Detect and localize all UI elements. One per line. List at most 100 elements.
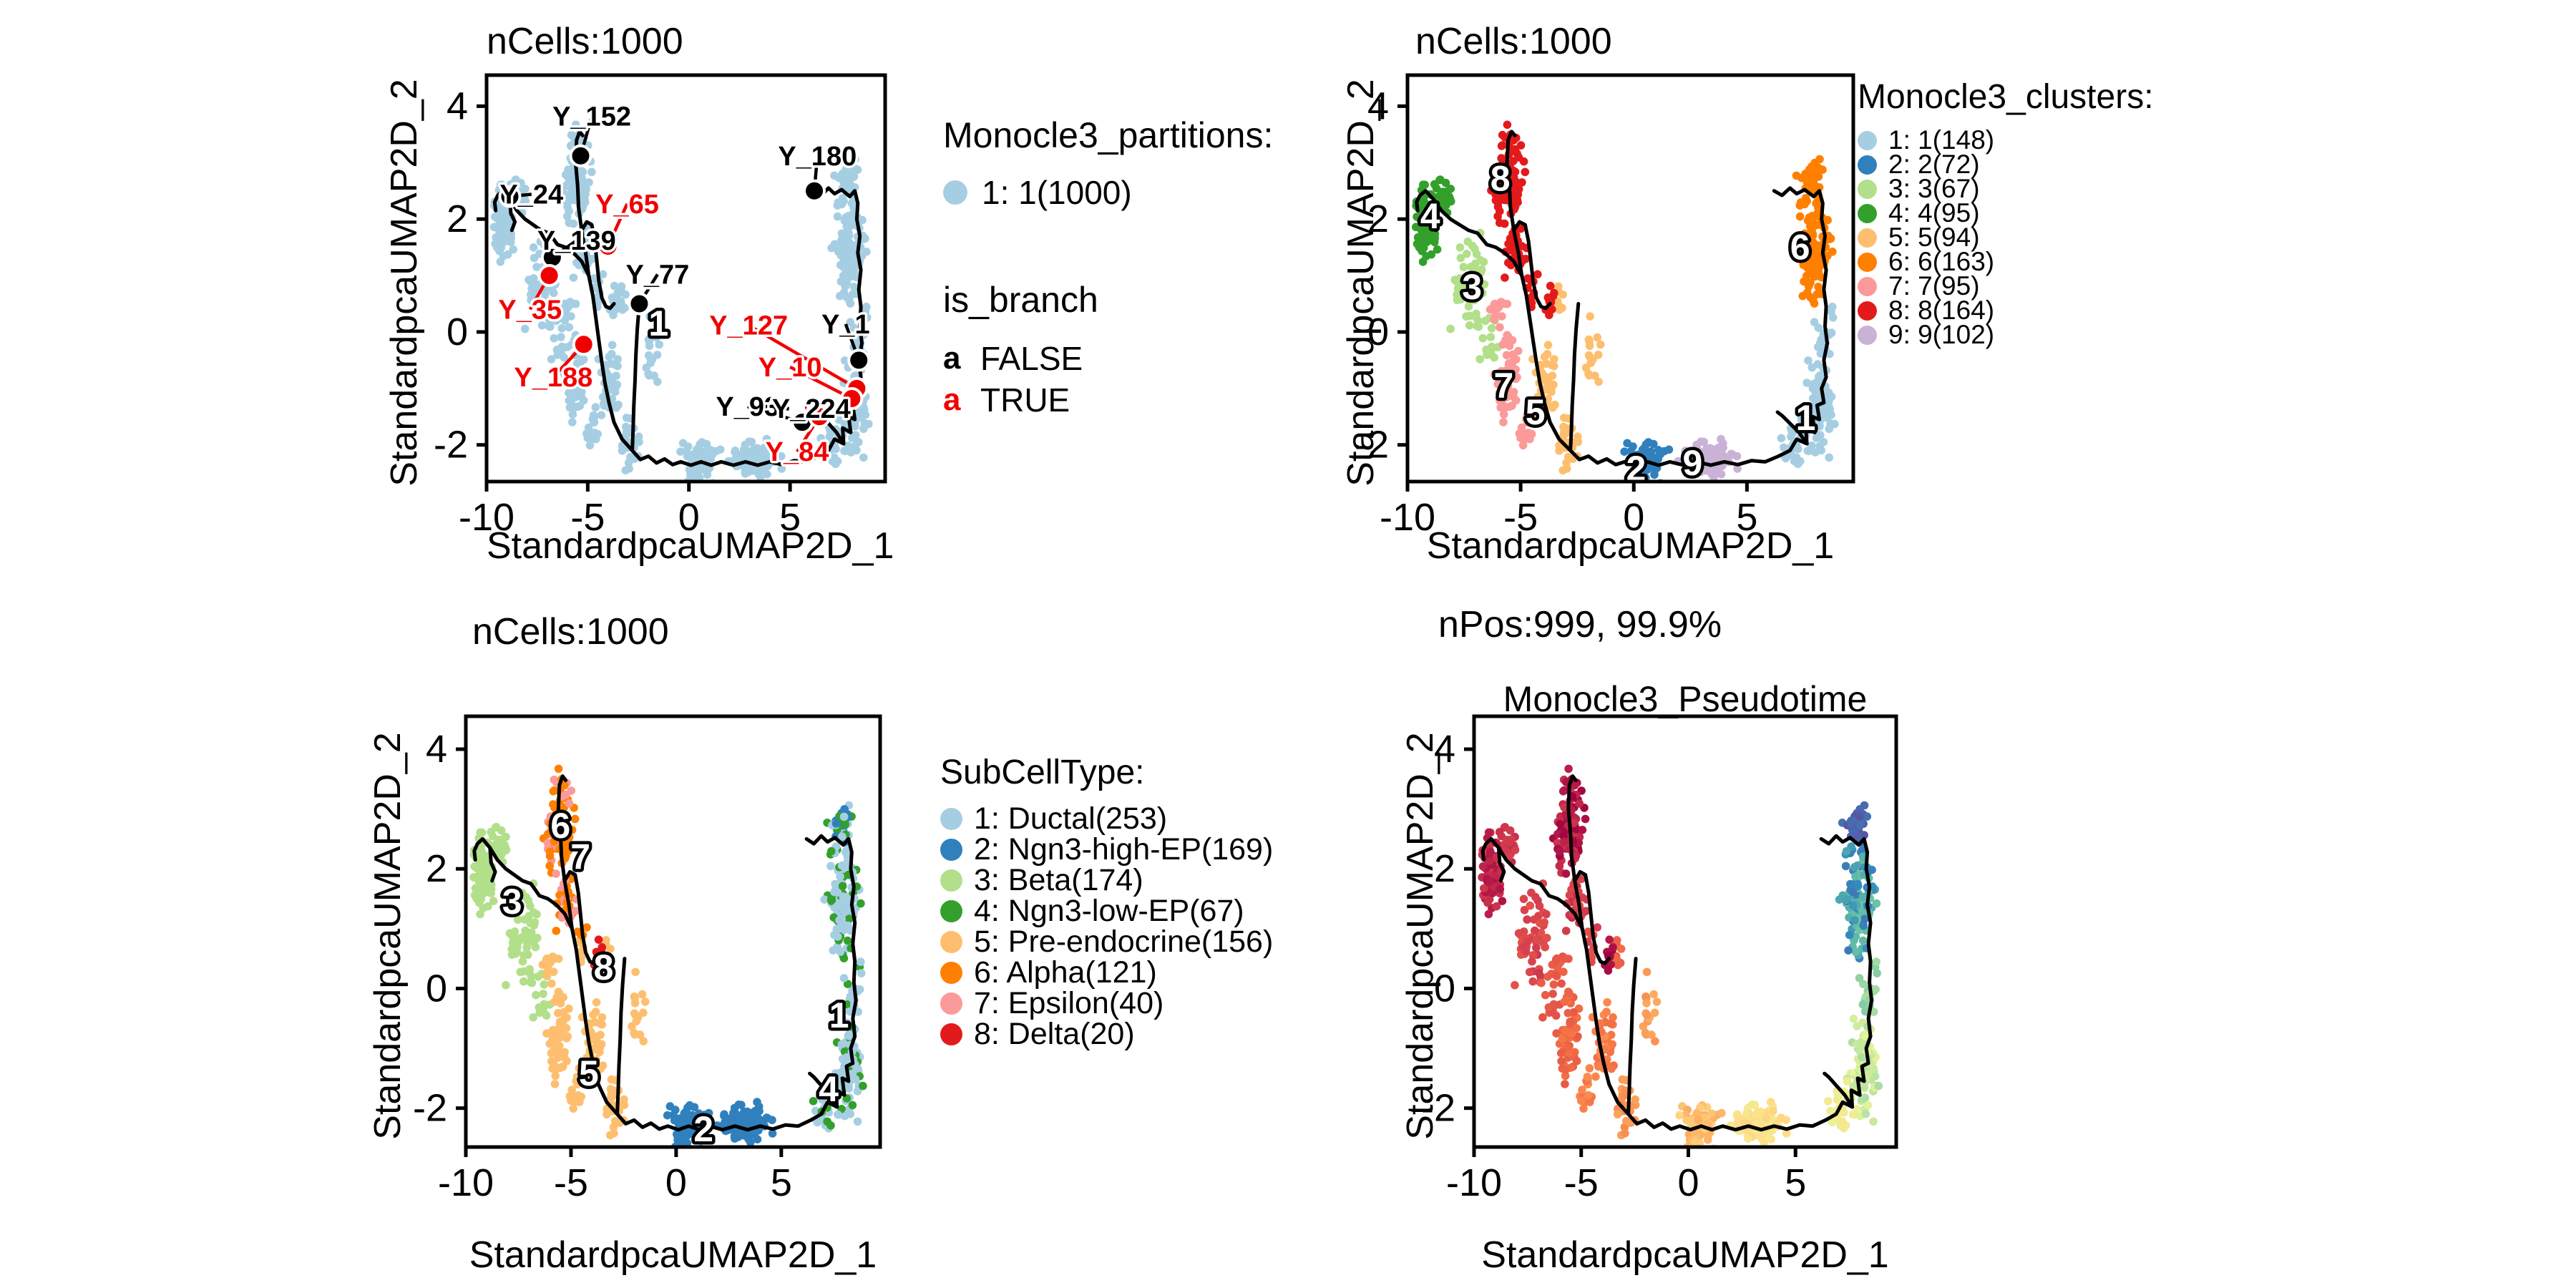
branch-node-dot-Y_24 — [498, 185, 522, 208]
leg-clusters-item-5: 5: 5(94) — [1858, 223, 2154, 252]
branch-node-dot-Y_65 — [596, 235, 620, 258]
legend-label: 1: Ductal(253) — [974, 801, 1168, 836]
legend-label: FALSE — [980, 340, 1083, 377]
xaxis-title-clusters: StandardpcaUMAP2D_1 — [1426, 525, 1835, 567]
partitions-trajectory-curve — [492, 130, 864, 467]
branch-node-dot-Y_152 — [569, 144, 592, 167]
branch-node-dot-Y_35 — [537, 264, 561, 288]
leg-subcell-item-3: 3: Beta(174) — [940, 863, 1273, 897]
svg-text:3: 3 — [1462, 267, 1482, 307]
leg-subcell-item-8: 8: Delta(20) — [940, 1017, 1273, 1051]
svg-text:1: 1 — [1796, 398, 1816, 438]
panel-pseudotime-title: Monocle3_Pseudotime — [1503, 679, 1868, 719]
legend-color-dot-icon — [1858, 228, 1877, 248]
panel-partitions: Y_152 Y_24 Y_139 Y_77 Y_180 Y_1 Y_93Y_224 Y_65 Y… — [434, 73, 887, 539]
svg-text:2: 2 — [693, 1109, 713, 1149]
branch-node-annotations: Y_152 Y_24 Y_139 Y_77 Y_180 Y_1 Y_93Y_224 Y_65 Y… — [496, 99, 872, 470]
svg-text:-5: -5 — [1503, 496, 1538, 539]
svg-text:4: 4 — [426, 728, 447, 771]
legend-color-dot-icon — [940, 900, 962, 922]
pseudotime-scatter-points — [1478, 764, 1883, 1148]
svg-text:-5: -5 — [570, 496, 605, 539]
pseudotime-plot-border — [1472, 714, 1898, 1149]
svg-text:2: 2 — [1367, 197, 1389, 240]
leg-clusters-item-9: 9: 9(102) — [1858, 320, 2154, 349]
branch-node-dot-Y_10 — [840, 387, 864, 411]
legend-label: 4: 4(95) — [1888, 198, 1980, 228]
branch-node-label-Y_224: Y_224 — [772, 394, 851, 424]
svg-text:3: 3 — [502, 882, 522, 922]
legend-color-dot-icon — [940, 808, 962, 830]
leg-subcell-item-6: 6: Alpha(121) — [940, 955, 1273, 990]
legend-label: 7: Epsilon(40) — [974, 986, 1164, 1020]
panel-pseudotime: -10 -5 0 5 4 2 0 -2 — [1421, 714, 1898, 1204]
legend-subcelltype: SubCellType: 1: Ductal(253) 2: Ngn3-high-… — [940, 753, 1273, 1051]
svg-text:-2: -2 — [1421, 1087, 1455, 1130]
legend-label: 3: Beta(174) — [974, 863, 1143, 897]
panel-clusters-title: nCells:1000 — [1415, 21, 1612, 62]
legend-label: 3: 3(67) — [1888, 174, 1980, 203]
leg-clusters-item-4: 4: 4(95) — [1858, 198, 2154, 228]
branch-node-label-Y_65: Y_65 — [595, 190, 659, 220]
leg-subcell-item-1: 1: Ductal(253) — [940, 801, 1273, 836]
svg-text:4: 4 — [1420, 196, 1440, 236]
branch-node-dot-Y_180 — [803, 179, 826, 203]
svg-text:0: 0 — [1677, 1161, 1699, 1204]
xaxis-title-partitions: StandardpcaUMAP2D_1 — [487, 525, 894, 567]
legend-branch-title: is_branch — [943, 280, 1098, 320]
legend-label: 1: 1(148) — [1888, 125, 1995, 155]
branch-node-label-Y_127: Y_127 — [709, 311, 788, 341]
svg-text:-10: -10 — [1380, 496, 1435, 539]
svg-text:2: 2 — [426, 847, 447, 890]
legend-monocle3-partitions: Monocle3_partitions: 1: 1(1000) — [943, 114, 1273, 213]
leg-clusters-item-8: 8: 8(164) — [1858, 296, 2154, 325]
svg-text:2: 2 — [1626, 449, 1646, 489]
svg-text:0: 0 — [678, 496, 700, 539]
svg-text:1: 1 — [648, 303, 668, 343]
svg-text:4: 4 — [1434, 728, 1455, 771]
svg-text:-5: -5 — [554, 1161, 588, 1204]
legend-color-dot-icon — [940, 839, 962, 861]
legend-color-dot-icon — [943, 180, 967, 205]
svg-text:7: 7 — [570, 836, 590, 877]
legend-is-branch: is_branch a FALSE a TRUE — [943, 279, 1098, 421]
branch-letter-icon: a — [943, 382, 961, 417]
panel-partitions-title: nCells:1000 — [487, 21, 683, 62]
svg-text:8: 8 — [594, 947, 614, 987]
svg-text:5: 5 — [779, 496, 801, 539]
svg-text:7: 7 — [1493, 366, 1513, 406]
legend-label: 1: 1(1000) — [982, 174, 1132, 211]
legend-label: 4: Ngn3-low-EP(67) — [974, 894, 1244, 928]
partitions-plot-border — [484, 73, 887, 484]
svg-text:1: 1 — [829, 995, 849, 1035]
svg-text:0: 0 — [1367, 311, 1389, 353]
legend-label: 7: 7(95) — [1888, 271, 1980, 301]
yaxis-title-subcelltype: StandardpcaUMAP2D_2 — [367, 732, 409, 1140]
panel-subcelltype-title: nCells:1000 — [472, 611, 669, 653]
legend-color-dot-icon — [1858, 179, 1877, 199]
legend-color-dot-icon — [940, 869, 962, 892]
svg-text:-10: -10 — [1446, 1161, 1502, 1204]
xaxis-title-subcelltype: StandardpcaUMAP2D_1 — [469, 1234, 877, 1276]
leg-subcell-item-7: 7: Epsilon(40) — [940, 986, 1273, 1020]
svg-text:4: 4 — [1367, 84, 1389, 127]
legend-color-dot-icon — [940, 992, 962, 1015]
clusters-node-number-labels: 4 8 3 75 2 9 6 1 — [1417, 155, 1819, 489]
svg-text:5: 5 — [771, 1161, 792, 1204]
legend-color-dot-icon — [1858, 203, 1877, 223]
svg-text:0: 0 — [1434, 967, 1455, 1010]
branch-node-dot-Y_84 — [808, 405, 831, 429]
yaxis-title-pseudotime: StandardpcaUMAP2D_2 — [1400, 732, 1441, 1140]
legend-color-dot-icon — [1858, 276, 1877, 296]
partitions-node-number-labels: 1 — [645, 301, 672, 347]
leg-branch-item-1: a FALSE — [943, 338, 1098, 379]
branch-node-label-Y_188: Y_188 — [514, 363, 592, 393]
legend-label: 6: Alpha(121) — [974, 955, 1157, 990]
xaxis-title-pseudotime: StandardpcaUMAP2D_1 — [1481, 1234, 1889, 1276]
branch-node-label-Y_35: Y_35 — [498, 295, 562, 325]
clusters-trajectory-curve — [1415, 130, 1830, 467]
branch-node-label-Y_152: Y_152 — [552, 102, 631, 132]
yaxis-title-partitions: StandardpcaUMAP2D_2 — [384, 79, 425, 487]
partitions-axis-ticks: -10 -5 0 5 4 2 0 -2 — [434, 84, 801, 539]
